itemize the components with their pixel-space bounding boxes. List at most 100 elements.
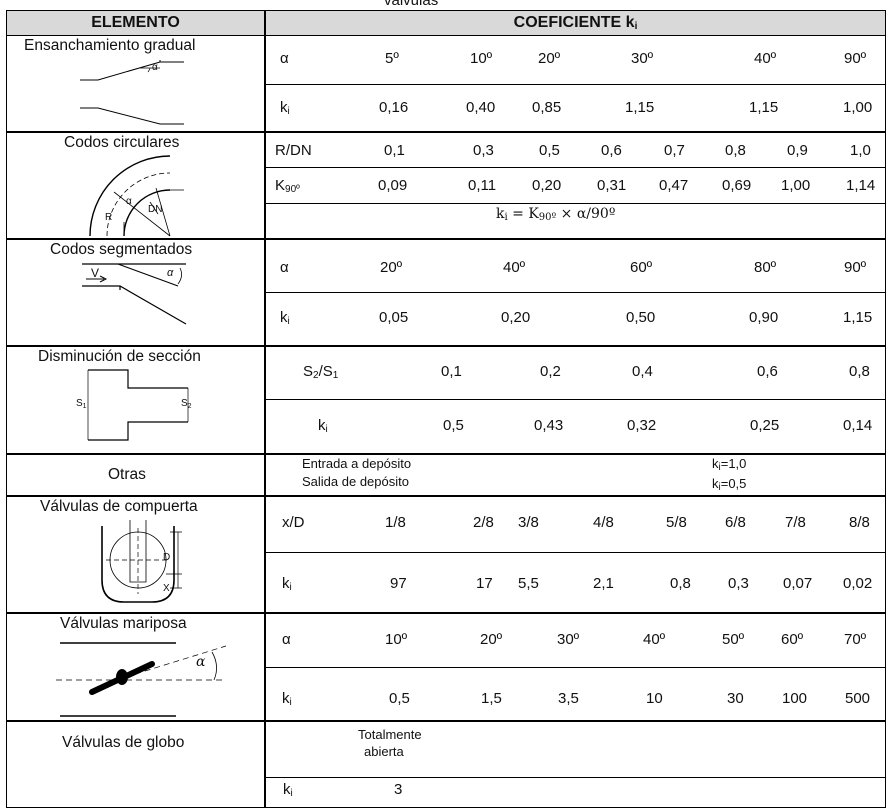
label-s2-s1: S2/S1 xyxy=(303,363,339,381)
cell-value: 0,20 xyxy=(501,309,531,326)
cell-value: 60º xyxy=(781,631,804,648)
label-ki: ki xyxy=(282,575,292,593)
segmented-velocity-label: V xyxy=(91,266,100,280)
gate-x-label: X xyxy=(163,583,170,594)
cell-value: 4/8 xyxy=(593,514,614,531)
label-ki: ki xyxy=(280,99,290,117)
globe-ki-value: 3 xyxy=(394,781,403,798)
cell-value: 1,15 xyxy=(749,99,779,116)
cell-value: 0,3 xyxy=(728,575,749,592)
cell-value: 97 xyxy=(390,575,407,592)
table-caption: válvulas xyxy=(384,0,439,9)
globe-heading-line-2: abierta xyxy=(364,744,404,759)
cell-value: 2,1 xyxy=(593,575,614,592)
butterfly-valve-figure xyxy=(56,642,227,717)
cell-value: 30º xyxy=(631,50,654,67)
label-ki: ki xyxy=(280,309,290,327)
label-alpha: α xyxy=(282,631,291,648)
label-alpha: α xyxy=(280,259,289,276)
cell-value: 0,69 xyxy=(722,177,752,194)
label-ki: ki xyxy=(283,781,293,799)
otras-k-entrada: ki=1,0 xyxy=(712,456,747,473)
cell-value: 0,25 xyxy=(750,417,780,434)
cell-value: 0,6 xyxy=(601,142,622,159)
cell-value: 10º xyxy=(385,631,408,648)
cell-value: 0,07 xyxy=(783,575,813,592)
cell-value: 0,1 xyxy=(384,142,405,159)
cell-value: 20º xyxy=(480,631,503,648)
label-ki: ki xyxy=(318,417,328,435)
row-separator xyxy=(6,612,886,614)
cell-value: 7/8 xyxy=(785,514,806,531)
cell-value: 1,5 xyxy=(481,690,502,707)
cell-value: 80º xyxy=(754,259,777,276)
cell-value: 0,50 xyxy=(626,309,656,326)
row-separator xyxy=(6,453,886,455)
cell-value: 0,90 xyxy=(749,309,779,326)
cell-value: 0,47 xyxy=(659,177,689,194)
otras-k-salida: ki=0,5 xyxy=(712,476,747,493)
section-reduction-figure xyxy=(87,369,189,441)
label-alpha: α xyxy=(280,50,289,67)
subrow-separator xyxy=(265,667,886,668)
cell-value: 0,2 xyxy=(540,363,561,380)
segmented-bend-figure xyxy=(82,263,187,325)
cell-value: 70º xyxy=(844,631,867,648)
cell-value: 500 xyxy=(845,690,871,707)
label-r-dn: R/DN xyxy=(275,142,312,159)
gate-d-label: D xyxy=(163,552,171,563)
cell-value: 0,3 xyxy=(473,142,494,159)
row-separator xyxy=(6,131,886,133)
cell-value: 0,40 xyxy=(466,99,496,116)
cell-value: 1,0 xyxy=(850,142,871,159)
cell-value: 5º xyxy=(385,50,399,67)
bend-angle-label: α xyxy=(126,196,132,207)
otras-entrada: Entrada a depósito xyxy=(302,456,412,471)
cell-value: 6/8 xyxy=(725,514,746,531)
cell-value: 0,05 xyxy=(379,309,409,326)
cell-value: 90º xyxy=(844,50,867,67)
cell-value: 90º xyxy=(844,259,867,276)
label-x-d: x/D xyxy=(282,514,305,531)
cell-value: 60º xyxy=(630,259,653,276)
element-title-otras: Otras xyxy=(108,466,146,483)
subrow-separator xyxy=(265,167,886,168)
cell-value: 2/8 xyxy=(473,514,494,531)
element-title-ensanchamiento: Ensanchamiento gradual xyxy=(24,37,196,54)
cell-value: 0,8 xyxy=(670,575,691,592)
subrow-separator xyxy=(265,84,886,85)
element-title-codos-segmentados: Codos segmentados xyxy=(50,241,193,258)
element-title-codos-circulares: Codos circulares xyxy=(64,134,180,151)
cell-value: 100 xyxy=(782,690,808,707)
otras-salida: Salida de depósito xyxy=(302,474,409,489)
cell-value: 40º xyxy=(503,259,526,276)
cell-value: 0,7 xyxy=(664,142,685,159)
cell-value: 0,43 xyxy=(534,417,564,434)
subrow-separator xyxy=(265,399,886,400)
cell-value: 0,20 xyxy=(532,177,562,194)
bend-dn-label: DN xyxy=(148,204,163,215)
element-title-disminucion: Disminución de sección xyxy=(38,348,201,365)
cell-value: 8/8 xyxy=(849,514,870,531)
cell-value: 0,4 xyxy=(632,363,653,380)
subrow-separator xyxy=(265,292,886,293)
cell-value: 30 xyxy=(727,690,744,707)
cell-value: 0,5 xyxy=(539,142,560,159)
cell-value: 0,5 xyxy=(389,690,410,707)
cell-value: 0,5 xyxy=(443,417,464,434)
cell-value: 0,8 xyxy=(849,363,870,380)
cell-value: 40º xyxy=(754,50,777,67)
cell-value: 0,02 xyxy=(843,575,873,592)
cell-value: 0,16 xyxy=(379,99,409,116)
gradual-expansion-figure xyxy=(80,60,184,125)
cell-value: 0,11 xyxy=(468,177,497,194)
segmented-angle-label: α xyxy=(167,267,174,279)
subrow-separator xyxy=(265,552,886,553)
row-separator xyxy=(6,720,886,722)
cell-value: 20º xyxy=(380,259,403,276)
cell-value: 0,9 xyxy=(787,142,808,159)
subrow-separator xyxy=(265,777,886,778)
cell-value: 5/8 xyxy=(666,514,687,531)
cell-value: 17 xyxy=(476,575,493,592)
element-title-compuerta: Válvulas de compuerta xyxy=(40,498,198,515)
